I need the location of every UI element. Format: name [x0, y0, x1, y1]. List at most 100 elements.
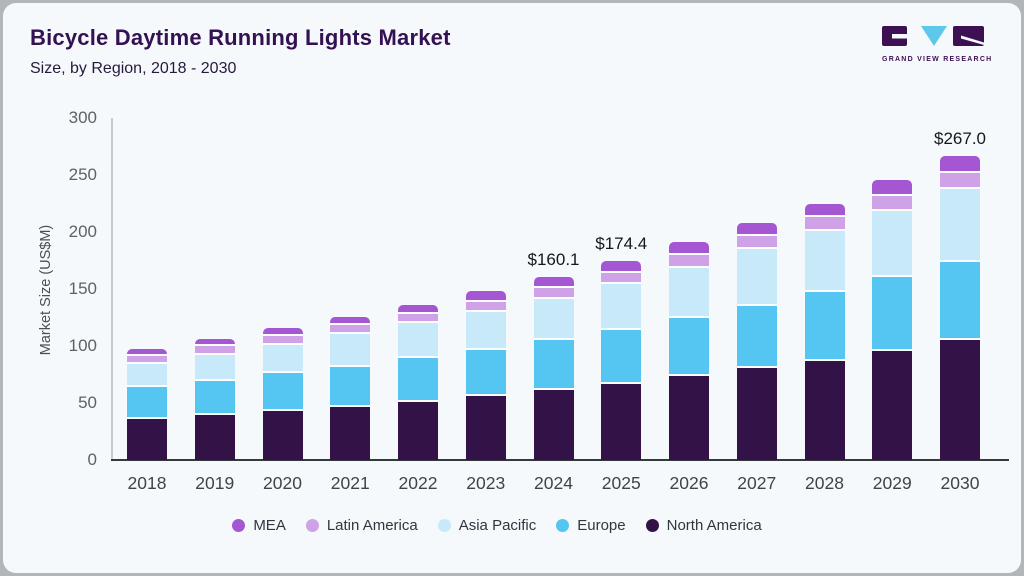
legend-swatch	[305, 518, 319, 532]
bar-segment-europe	[194, 379, 235, 414]
bar-segment-north-america	[398, 399, 438, 460]
bar-segment-europe	[601, 327, 642, 382]
bar-segment-mea	[669, 242, 709, 254]
bar-segment-asia-pacific	[804, 228, 845, 291]
bar-segment-europe	[533, 337, 574, 389]
bar-segment-europe	[330, 365, 371, 406]
bar-segment-latin-america	[872, 193, 913, 210]
bar-segment-mea	[872, 179, 913, 194]
bar-group	[465, 291, 506, 460]
bar-segment-north-america	[127, 416, 167, 460]
x-tick-label: 2024	[534, 473, 573, 493]
legend-swatch	[645, 518, 659, 532]
bar-segment-latin-america	[736, 234, 777, 248]
legend: MEA Latin America Asia Pacific Europe North …	[3, 513, 991, 537]
bar-segment-asia-pacific	[330, 332, 371, 366]
y-tick-label: 100	[68, 336, 97, 355]
y-axis-line	[111, 118, 113, 460]
bar-segment-mea	[398, 304, 438, 312]
bar-group	[533, 277, 574, 460]
legend-item-asia-pacific: Asia Pacific	[437, 516, 537, 534]
y-tick-label: 200	[68, 222, 97, 241]
legend-swatch	[437, 518, 451, 532]
bar-group	[127, 348, 167, 460]
bar-segment-mea	[804, 203, 845, 216]
bar-segment-north-america	[465, 393, 506, 460]
bar-segment-mea	[940, 155, 980, 171]
x-tick-label: 2018	[127, 473, 167, 493]
bar-segment-north-america	[736, 366, 777, 460]
legend-item-europe: Europe	[556, 517, 626, 534]
legend-label: Latin America	[326, 516, 418, 534]
bar-segment-asia-pacific	[872, 209, 913, 276]
legend-label: MEA	[253, 516, 286, 534]
bar-segment-north-america	[804, 358, 845, 460]
bar-segment-latin-america	[533, 285, 574, 297]
gvr-logo: GRAND VIEW RESEARCH	[882, 26, 993, 63]
bar-total-label: $160.1	[527, 250, 580, 270]
bar-segment-europe	[940, 259, 980, 338]
legend-swatch	[556, 518, 570, 532]
bar-group	[262, 328, 303, 460]
legend-item-north-america: North America	[645, 516, 762, 534]
y-tick-label: 250	[68, 165, 97, 184]
legend-item-mea: MEA	[232, 517, 286, 534]
y-tick-label: 150	[68, 279, 97, 298]
legend-swatch	[232, 518, 246, 532]
bar-segment-latin-america	[194, 344, 235, 353]
bar-segment-europe	[465, 348, 506, 394]
bar-segment-north-america	[872, 349, 913, 460]
bar-group	[940, 155, 980, 460]
bar-segment-mea	[127, 348, 167, 354]
bar-group	[398, 304, 438, 460]
bar-segment-asia-pacific	[669, 266, 709, 317]
bar-segment-europe	[804, 290, 845, 359]
y-tick-label: 300	[68, 108, 97, 127]
bar-segment-europe	[872, 275, 913, 350]
bar-segment-mea	[262, 328, 303, 335]
bar-segment-asia-pacific	[465, 309, 506, 349]
legend-item-latin-america: Latin America	[305, 516, 418, 534]
page-title: Bicycle Daytime Running Lights Market	[30, 25, 451, 50]
y-tick-label: 0	[87, 450, 97, 469]
bar-segment-mea	[736, 222, 777, 235]
bar-segment-mea	[330, 316, 371, 324]
x-tick-label: 2026	[669, 473, 709, 493]
x-axis-line	[111, 459, 1009, 461]
bar-segment-north-america	[533, 388, 574, 460]
bar-segment-north-america	[601, 381, 642, 460]
x-tick-label: 2019	[195, 473, 235, 493]
legend-label: North America	[666, 516, 762, 534]
bar-segment-mea	[601, 261, 642, 271]
x-tick-label: 2028	[805, 473, 844, 493]
chart-card: Bicycle Daytime Running Lights Market Si…	[3, 3, 1021, 573]
x-tick-label: 2021	[330, 473, 370, 493]
bar-segment-north-america	[330, 405, 371, 460]
bar-group	[330, 316, 371, 460]
bar-segment-asia-pacific	[262, 342, 303, 372]
bar-segment-europe	[736, 303, 777, 367]
bar-group	[872, 179, 913, 460]
bar-segment-latin-america	[601, 270, 642, 282]
bar-segment-europe	[127, 384, 167, 417]
page-subtitle: Size, by Region, 2018 - 2030	[30, 60, 237, 77]
bar-segment-north-america	[262, 408, 303, 460]
bar-segment-latin-america	[262, 334, 303, 343]
bar-total-label: $267.0	[934, 128, 986, 148]
bar-segment-asia-pacific	[736, 247, 777, 304]
bar-segment-asia-pacific	[398, 321, 438, 357]
bar-segment-mea	[465, 291, 506, 300]
chart-area: Market Size (US$M) MEA Latin America Asia …	[3, 3, 1021, 573]
bar-segment-north-america	[940, 337, 980, 460]
bar-segment-europe	[262, 371, 303, 409]
bar-segment-asia-pacific	[601, 281, 642, 328]
legend-label: Asia Pacific	[458, 516, 537, 534]
logo-caption: GRAND VIEW RESEARCH	[882, 56, 993, 63]
x-tick-label: 2023	[466, 473, 506, 493]
bar-group	[736, 222, 777, 460]
bar-segment-asia-pacific	[127, 361, 167, 385]
bar-group	[669, 242, 709, 460]
bar-segment-latin-america	[398, 311, 438, 322]
x-tick-label: 2027	[737, 473, 777, 493]
x-tick-label: 2020	[263, 473, 302, 493]
